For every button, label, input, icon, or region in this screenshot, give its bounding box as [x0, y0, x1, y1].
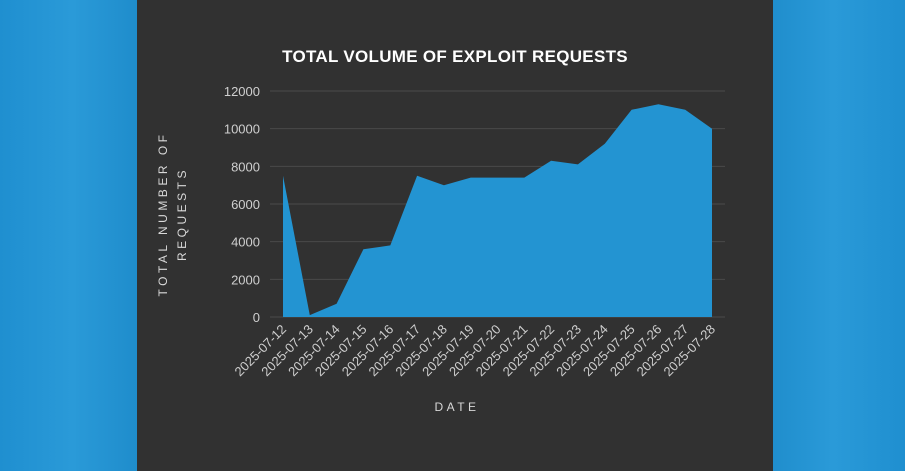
y-tick-label: 12000 [224, 84, 260, 99]
y-tick-label: 0 [253, 310, 260, 325]
y-axis-ticks: 0 2000 4000 6000 8000 10000 12000 [224, 84, 260, 325]
y-tick-label: 10000 [224, 122, 260, 137]
y-tick-label: 6000 [231, 197, 260, 212]
y-tick-label: 8000 [231, 159, 260, 174]
chart-title: TOTAL VOLUME OF EXPLOIT REQUESTS [282, 47, 628, 66]
y-tick-label: 2000 [231, 272, 260, 287]
x-axis-ticks: 2025-07-122025-07-132025-07-142025-07-15… [231, 322, 718, 380]
y-tick-label: 4000 [231, 235, 260, 250]
area-series [283, 104, 712, 317]
y-axis-title-line1: TOTAL NUMBER OF [156, 132, 170, 297]
x-axis-title: DATE [434, 400, 479, 414]
y-axis-title-line2: REQUESTS [175, 167, 189, 261]
